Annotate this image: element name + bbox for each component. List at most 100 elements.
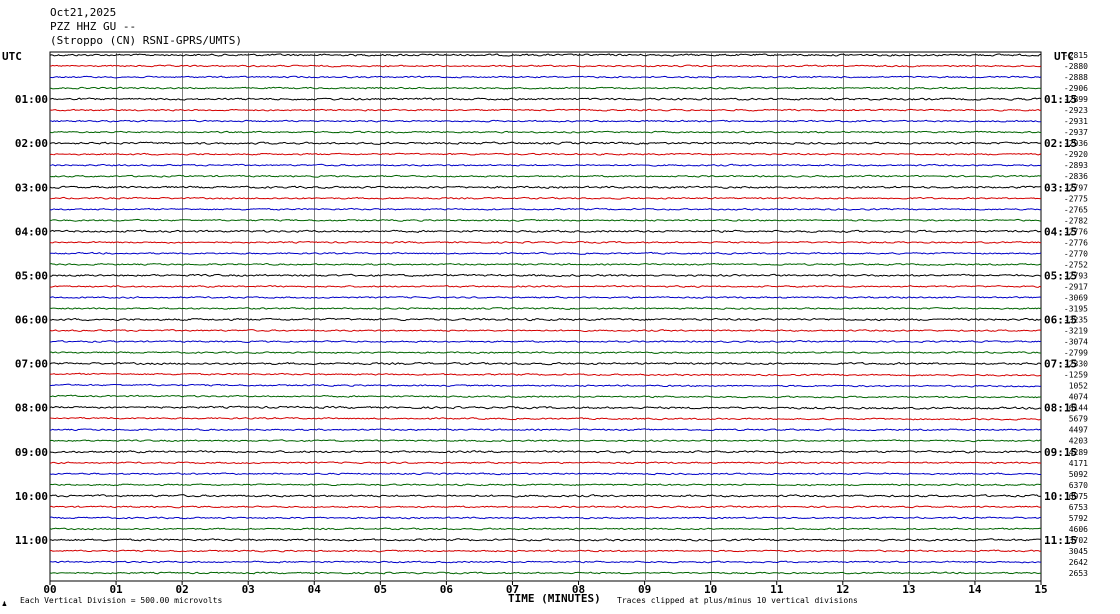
trace-offset: 2642 [1069, 558, 1088, 567]
x-tick-label: 14 [968, 583, 982, 596]
left-axis-label: UTC [2, 50, 22, 63]
seismic-trace [49, 273, 1042, 278]
left-hour-label: 08:00 [15, 402, 48, 415]
seismic-trace [49, 141, 1042, 145]
trace-offset: -2799 [1064, 349, 1088, 358]
seismic-trace [49, 75, 1042, 79]
trace-offset: -2765 [1064, 205, 1088, 214]
left-hour-label: 11:00 [15, 534, 48, 547]
seismic-trace [49, 483, 1042, 487]
seismic-trace [49, 527, 1042, 531]
header-station: PZZ HHZ GU -- [50, 20, 136, 33]
trace-offset: 4606 [1069, 525, 1088, 534]
trace-offset: -2899 [1064, 95, 1088, 104]
seismic-trace [49, 152, 1042, 156]
trace-offset: -1259 [1064, 371, 1088, 380]
header-date: Oct21,2025 [50, 6, 116, 19]
seismic-trace [49, 64, 1042, 68]
seismic-trace [49, 86, 1042, 90]
trace-offset: -2782 [1064, 216, 1088, 225]
trace-offset: -2770 [1064, 249, 1088, 258]
seismic-trace [49, 285, 1042, 288]
trace-offset: -2937 [1064, 128, 1088, 137]
trace-offset: 6753 [1069, 503, 1088, 512]
trace-offset: -2906 [1064, 84, 1088, 93]
corner-glyph: ♟ [2, 599, 7, 608]
trace-offset: -2880 [1064, 62, 1088, 71]
seismic-trace [49, 53, 1042, 57]
footer-scale: Each Vertical Division = 500.00 microvol… [20, 596, 222, 605]
seismic-trace [49, 262, 1042, 266]
seismic-trace [49, 372, 1042, 377]
seismic-trace [49, 538, 1042, 542]
trace-offset: -2797 [1064, 183, 1088, 192]
trace-offset: 4074 [1069, 393, 1088, 402]
x-tick-label: 09 [638, 583, 651, 596]
seismic-trace [49, 405, 1042, 410]
right-hour-label: 07:15 [1044, 358, 1077, 371]
trace-offset: 6144 [1069, 404, 1088, 413]
trace-offset: -3219 [1064, 327, 1088, 336]
seismic-trace [49, 516, 1042, 520]
seismic-trace [49, 560, 1042, 564]
trace-offset: 5092 [1069, 470, 1088, 479]
trace-offset: 4203 [1069, 437, 1088, 446]
seismic-trace [49, 329, 1042, 332]
seismic-trace [49, 196, 1042, 200]
seismic-trace [49, 394, 1042, 399]
seismic-trace [49, 494, 1042, 498]
x-tick-label: 02 [176, 583, 189, 596]
right-hour-label: 01:15 [1044, 93, 1077, 106]
x-tick-labels: 00 01 02 03 04 05 06 07 08 09 10 11 12 13 14 15 [43, 581, 1048, 596]
right-hour-label: 04:15 [1044, 225, 1077, 238]
right-axis-label: UTC [1054, 50, 1074, 63]
trace-offset: -2775 [1064, 194, 1088, 203]
right-hour-label: 02:15 [1044, 137, 1077, 150]
x-tick-label: 01 [109, 583, 123, 596]
x-tick-label: 04 [308, 583, 322, 596]
x-tick-label: 08 [572, 583, 585, 596]
x-tick-label: 00 [43, 583, 56, 596]
trace-offset: 3045 [1069, 547, 1088, 556]
trace-offset: 6975 [1069, 492, 1088, 501]
footer-clip: Traces clipped at plus/minus 10 vertical… [617, 596, 858, 605]
seismic-trace [49, 351, 1042, 354]
seismic-trace [49, 571, 1042, 575]
left-hour-labels: 01:00 02:00 03:00 04:00 05:00 06:00 07:00 08:00… [15, 93, 48, 547]
seismic-trace [49, 416, 1042, 421]
seismic-trace [49, 229, 1042, 233]
trace-offset: 1052 [1069, 382, 1088, 391]
header-location: (Stroppo (CN) RSNI-GPRS/UMTS) [50, 34, 242, 47]
right-hour-label: 05:15 [1044, 269, 1077, 282]
seismic-trace [49, 218, 1042, 222]
trace-offset: -3235 [1064, 316, 1088, 325]
seismic-trace [49, 108, 1042, 112]
trace-offset: -2893 [1064, 161, 1088, 170]
trace-offset: -2752 [1064, 260, 1088, 269]
seismic-trace [49, 317, 1042, 322]
trace-offset: -2815 [1064, 51, 1088, 60]
trace-offset: -2923 [1064, 106, 1088, 115]
seismic-trace [49, 450, 1042, 454]
left-hour-label: 10:00 [15, 490, 48, 503]
right-hour-label: 10:15 [1044, 490, 1077, 503]
right-hour-label: 03:15 [1044, 181, 1077, 194]
left-hour-label: 06:00 [15, 314, 48, 327]
x-tick-label: 13 [902, 583, 915, 596]
trace-offset-labels: -2815 -2880 -2888 -2906 -2899 -2923 -2931 -2937… [1064, 51, 1088, 578]
trace-offset: -2917 [1064, 282, 1088, 291]
trace-offset: 2653 [1069, 569, 1088, 578]
trace-offset: 5679 [1069, 415, 1088, 424]
right-hour-label: 09:15 [1044, 446, 1077, 459]
x-tick-label: 06 [440, 583, 454, 596]
seismic-traces [49, 53, 1042, 575]
x-tick-label: 12 [836, 583, 849, 596]
trace-offset: 4497 [1069, 426, 1088, 435]
x-tick-label: 07 [506, 583, 519, 596]
trace-offset: 3702 [1069, 536, 1088, 545]
trace-offset: -3069 [1064, 293, 1088, 302]
seismic-trace [49, 163, 1042, 167]
left-hour-label: 03:00 [15, 181, 48, 194]
seismic-trace [49, 240, 1042, 244]
